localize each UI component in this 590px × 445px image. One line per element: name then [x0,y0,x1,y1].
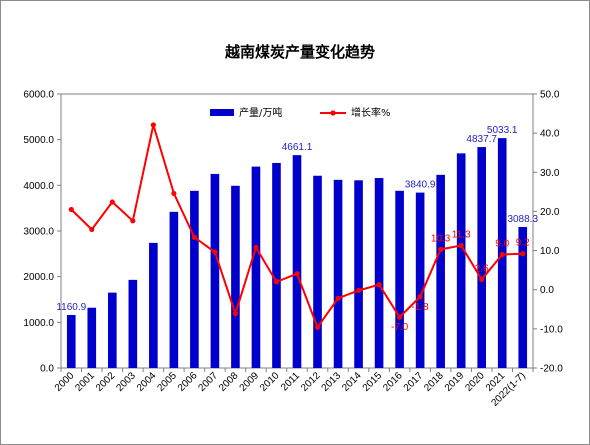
bar [66,314,76,368]
legend-bar-label: 产量/万吨 [239,106,282,119]
bar [251,166,261,368]
bar [149,242,158,368]
bar [169,211,179,368]
line-data-label: 9.2 [516,238,530,249]
line-data-label: -7.0 [391,322,409,333]
legend-bar-swatch [210,109,234,116]
bar [518,226,528,368]
growth-rate-point [191,234,197,240]
line-data-label: 11.3 [452,229,471,240]
bar-data-label: 4837.7 [466,134,497,145]
legend-line-label: 增长率% [351,106,391,119]
bar [415,192,425,368]
line-data-label: 2.6 [475,264,489,275]
growth-rate-point [458,242,464,249]
bar [292,155,302,368]
right-axis-tick-label: -10.0 [540,324,563,335]
line-data-label: 10.3 [431,233,451,244]
bar-data-label: 5033.1 [487,125,518,136]
left-axis-tick-label: 2000.0 [23,272,54,283]
growth-rate-point [89,226,95,233]
bar [354,180,363,368]
bar [436,174,445,368]
left-axis-tick-label: 0.0 [40,364,54,375]
growth-rate-point [314,324,321,330]
left-axis-tick-label: 1000.0 [23,318,54,329]
growth-rate-point [376,282,382,288]
growth-rate-point [520,251,526,257]
legend-line-marker [330,110,336,116]
growth-rate-point [335,295,341,301]
right-axis-tick-label: 0.0 [540,285,554,296]
bar-data-label: 3840.9 [405,180,436,191]
bar [107,292,117,368]
growth-rate-point [499,251,505,258]
bar [210,173,220,368]
bar [477,147,487,368]
bar [313,175,322,368]
bar-data-label: 1160.9 [56,302,86,313]
bar [374,178,384,368]
growth-rate-point [212,249,218,255]
bar [190,190,199,368]
growth-rate-point [171,190,177,197]
growth-rate-point [150,122,156,128]
growth-rate-point [68,206,74,213]
line-data-label: 9.0 [495,238,509,249]
growth-rate-point [397,314,403,320]
bar-data-label: 3088.3 [507,214,538,225]
right-axis-tick-label: -20.0 [540,364,563,375]
bar [456,153,466,368]
growth-rate-point [109,199,115,205]
right-axis-tick-label: 10.0 [540,246,560,257]
bar [272,162,281,368]
line-data-label: -1.8 [412,302,430,313]
right-axis-tick-label: 40.0 [540,129,560,140]
growth-rate-point [438,246,444,252]
growth-rate-point [273,279,280,285]
right-axis-tick-label: 50.0 [540,90,560,101]
left-axis-tick-label: 4000.0 [23,181,54,192]
growth-rate-point [417,294,423,300]
bar [231,185,240,368]
bar [128,279,138,368]
chart-title: 越南煤炭产量变化趋势 [224,43,375,61]
bar-data-label: 4661.1 [282,142,313,153]
right-axis-tick-label: 30.0 [540,168,560,179]
bar [87,307,97,368]
growth-rate-point [232,310,239,317]
left-axis-tick-label: 3000.0 [23,227,54,238]
right-axis-tick-label: 20.0 [540,207,560,218]
growth-rate-point [130,218,136,224]
growth-rate-point [253,244,259,251]
left-axis-tick-label: 6000.0 [23,90,54,101]
bar [395,190,404,368]
growth-rate-point [294,271,300,277]
growth-rate-point [479,276,485,283]
growth-rate-point [355,287,362,294]
bar [333,179,343,368]
left-axis-tick-label: 5000.0 [23,135,54,146]
